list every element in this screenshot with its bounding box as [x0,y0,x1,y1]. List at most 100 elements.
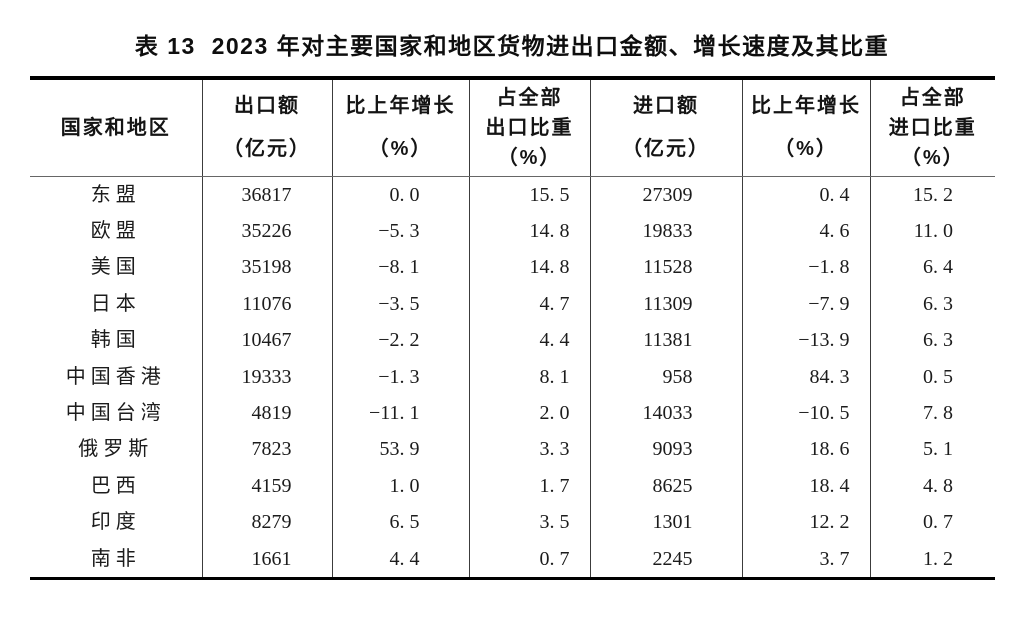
cell-import-amount: 2245 [590,540,743,579]
table-row: 东盟 36817 0. 0 15. 5 27309 0. 4 15. 2 [30,176,995,213]
col-header-region: 国家和地区 [30,78,203,177]
cell-region-name: 南非 [30,540,203,579]
cell-import-share: 11. 0 [913,219,953,242]
cell-import-share: 6. 4 [923,256,953,279]
header-line: 进口比重 [888,116,977,139]
header-line: 出口比重 [485,116,574,139]
cell-region-name: 俄罗斯 [30,431,203,468]
table-title: 表 13 2023 年对主要国家和地区货物进出口金额、增长速度及其比重 [134,33,890,59]
cell-export-amount: 36817 [202,176,333,213]
cell-import-growth: 18. 6 [742,431,871,468]
header-line: 比上年增长 [345,94,456,117]
col-header-import-amount: 进口额 （亿元） [590,78,743,177]
cell-import-amount: 958 [590,358,743,395]
cell-import-share: 7. 8 [923,401,953,424]
header-line: 占全部 [496,86,563,109]
cell-import-growth: −1. 8 [742,249,871,286]
cell-export-growth: 4. 4 [332,540,470,579]
cell-export-growth: 1. 0 [332,467,470,505]
cell-export-growth: −2. 2 [332,322,470,359]
cell-import-share: 1. 2 [923,547,953,570]
cell-import-amount: 8625 [590,467,743,505]
cell-import-share: 4. 8 [923,474,953,497]
cell-export-growth: −8. 1 [332,249,470,286]
cell-region-name: 美国 [30,249,203,286]
col-header-export-growth: 比上年增长 （%） [332,78,470,177]
cell-export-amount: 19333 [202,358,333,395]
table-row: 中国台湾 4819 −11. 1 2. 0 14033 −10. 5 7. 8 [30,394,995,432]
cell-import-amount: 9093 [590,431,743,468]
cell-import-growth: 3. 7 [742,540,871,579]
cell-region-name: 东盟 [30,176,203,213]
header-line: 比上年增长 [751,94,861,117]
cell-import-share: 6. 3 [923,292,953,315]
cell-export-growth: −5. 3 [332,212,470,250]
header-line: 出口额 [234,94,300,117]
cell-export-amount: 4819 [202,394,333,432]
cell-import-growth: 12. 2 [742,504,871,541]
cell-import-amount: 1301 [590,504,743,541]
col-header-import-share: 占全部 进口比重 （%） [870,78,995,177]
trade-by-country-table: 国家和地区 出口额 （亿元） 比上年增长 （%） 占全部出口比重 （%） 进口额 （亿元… [30,76,995,580]
cell-import-growth: 84. 3 [742,358,871,395]
header-line: 占全部 [899,86,966,109]
table-row: 俄罗斯 7823 53. 9 3. 3 9093 18. 6 5. 1 [30,431,995,468]
cell-region-name: 日本 [30,285,203,323]
cell-export-growth: 6. 5 [332,504,470,541]
cell-export-share: 15. 5 [469,176,591,213]
cell-export-amount: 10467 [202,322,333,359]
cell-import-share: 15. 2 [913,183,953,206]
table-row: 南非 1661 4. 4 0. 7 2245 3. 7 1. 2 [30,540,995,579]
header-line: （%） [368,137,433,160]
cell-region-name: 巴西 [30,467,203,505]
cell-export-share: 14. 8 [469,212,591,250]
table-header: 国家和地区 出口额 （亿元） 比上年增长 （%） 占全部出口比重 （%） 进口额 （亿元… [30,78,995,177]
header-line: （亿元） [223,137,311,160]
cell-region-name: 印度 [30,504,203,541]
cell-import-amount: 11528 [590,249,743,286]
table-row: 巴西 4159 1. 0 1. 7 8625 18. 4 4. 8 [30,467,995,505]
cell-import-growth: 18. 4 [742,467,871,505]
cell-import-share: 5. 1 [923,438,953,461]
cell-import-growth: 4. 6 [742,212,871,250]
table-body: 东盟 36817 0. 0 15. 5 27309 0. 4 15. 2 欧盟 … [30,176,995,579]
table-row: 韩国 10467 −2. 2 4. 4 11381 −13. 9 6. 3 [30,322,995,359]
header-line: （亿元） [622,137,710,160]
col-header-import-growth: 比上年增长 （%） [742,78,871,177]
cell-import-amount: 14033 [590,394,743,432]
cell-import-amount: 11381 [590,322,743,359]
cell-export-growth: −1. 3 [332,358,470,395]
cell-export-share: 3. 5 [469,504,591,541]
table-row: 欧盟 35226 −5. 3 14. 8 19833 4. 6 11. 0 [30,212,995,250]
cell-export-growth: 53. 9 [332,431,470,468]
cell-import-amount: 19833 [590,212,743,250]
col-header-export-amount: 出口额 （亿元） [202,78,333,177]
cell-export-amount: 1661 [202,540,333,579]
cell-export-share: 1. 7 [469,467,591,505]
cell-export-share: 2. 0 [469,394,591,432]
cell-export-share: 0. 7 [469,540,591,579]
cell-export-amount: 35226 [202,212,333,250]
cell-export-amount: 7823 [202,431,333,468]
cell-import-growth: −7. 9 [742,285,871,323]
cell-import-share: 0. 5 [923,365,953,388]
cell-import-growth: −10. 5 [742,394,871,432]
header-line: （%） [774,137,838,160]
cell-export-amount: 11076 [202,285,333,323]
cell-export-amount: 8279 [202,504,333,541]
table-row: 日本 11076 −3. 5 4. 7 11309 −7. 9 6. 3 [30,285,995,323]
cell-import-amount: 27309 [590,176,743,213]
header-line: 进口额 [633,94,699,117]
table-row: 印度 8279 6. 5 3. 5 1301 12. 2 0. 7 [30,504,995,541]
cell-import-share: 6. 3 [923,329,953,352]
cell-export-amount: 35198 [202,249,333,286]
cell-export-growth: 0. 0 [332,176,470,213]
cell-export-share: 3. 3 [469,431,591,468]
header-line: 国家和地区 [60,116,171,139]
cell-export-amount: 4159 [202,467,333,505]
cell-export-share: 14. 8 [469,249,591,286]
cell-import-growth: 0. 4 [742,176,871,213]
cell-import-growth: −13. 9 [742,322,871,359]
cell-export-share: 8. 1 [469,358,591,395]
cell-import-amount: 11309 [590,285,743,323]
